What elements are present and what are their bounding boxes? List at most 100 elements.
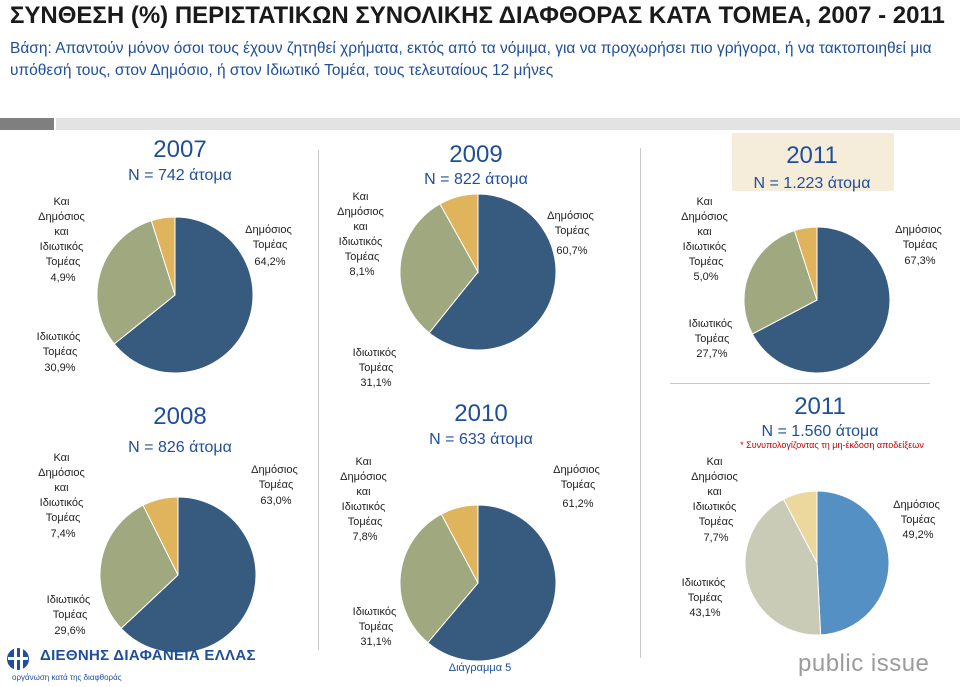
- label-line-1: Και: [53, 196, 70, 208]
- pie-2010: [399, 504, 557, 662]
- label-line-1: Δημόσιος: [245, 224, 292, 236]
- chart-2011-receipts: 2011 N = 1.560 άτομα * Συνυπολογίζοντας …: [682, 393, 943, 636]
- label-line-1: Ιδιωτικός: [682, 577, 726, 589]
- slice-both: [150, 216, 176, 296]
- chart-2007-label-both: Και Δημόσιος και Ιδιωτικός Τομέας: [38, 196, 88, 268]
- pie-2011-receipts: [744, 490, 890, 636]
- chart-2011-subtitle: N = 1.223 άτομα: [754, 175, 871, 192]
- label-line-2: Δημόσιος: [38, 211, 85, 223]
- slice-both: [439, 193, 479, 274]
- label-line-2: Τομέας: [688, 592, 723, 604]
- label-line-5: Τομέας: [689, 256, 724, 268]
- label-line-1: Δημόσιος: [553, 464, 600, 476]
- chart-2011b-label-both: Και Δημόσιος και Ιδιωτικός Τομέας: [691, 456, 741, 528]
- label-line-2: Τομέας: [555, 225, 590, 237]
- chart-2011-value-both: 5,0%: [693, 271, 718, 283]
- label-line-2: Δημόσιος: [691, 471, 738, 483]
- label-line-3: και: [353, 221, 368, 233]
- divider-horizontal: [670, 383, 930, 384]
- label-line-3: και: [707, 486, 722, 498]
- label-line-5: Τομέας: [46, 512, 81, 524]
- chart-2008-subtitle: N = 826 άτομα: [128, 439, 232, 456]
- chart-2009-label-both: Και Δημόσιος και Ιδιωτικός Τομέας: [337, 191, 387, 263]
- slice-public: [113, 216, 254, 374]
- label-line-3: και: [54, 226, 69, 238]
- chart-2009-value-private: 31,1%: [360, 377, 391, 389]
- chart-2011b-label-public: Δημόσιος Τομέας: [893, 499, 943, 526]
- pie-2011: [743, 226, 891, 374]
- slice-public: [428, 193, 557, 351]
- label-line-1: Δημόσιος: [893, 499, 940, 511]
- label-line-5: Τομέας: [699, 516, 734, 528]
- label-line-2: Τομέας: [253, 239, 288, 251]
- chart-2008-label-public: Δημόσιος Τομέας: [251, 464, 301, 491]
- slice-private: [744, 498, 822, 636]
- pie-2007: [96, 216, 254, 374]
- chart-2011b-label-private: Ιδιωτικός Τομέας: [682, 577, 729, 604]
- chart-2009: 2009 N = 822 άτομα Δημόσιος Τομέας 60,7%…: [337, 141, 594, 389]
- chart-2011b-value-both: 7,7%: [703, 532, 728, 544]
- label-line-4: Ιδιωτικός: [342, 501, 386, 513]
- decor-bar-light: [56, 118, 960, 130]
- chart-2010-value-private: 31,1%: [360, 636, 391, 648]
- chart-2008-value-public: 63,0%: [260, 495, 291, 507]
- pie-2008: [99, 496, 257, 654]
- year-2011-box: [732, 133, 894, 191]
- chart-2008-label-both: Και Δημόσιος και Ιδιωτικός Τομέας: [38, 452, 88, 524]
- chart-2008: 2008 N = 826 άτομα Δημόσιος Τομέας 63,0%…: [38, 403, 301, 654]
- label-line-1: Δημόσιος: [895, 224, 942, 236]
- label-line-1: Δημόσιος: [547, 210, 594, 222]
- page-title: ΣΥΝΘΕΣΗ (%) ΠΕΡΙΣΤΑΤΙΚΩΝ ΣΥΝΟΛΙΚΗΣ ΔΙΑΦΘ…: [10, 2, 945, 29]
- slice-both: [782, 490, 818, 564]
- chart-2010-label-private: Ιδιωτικός Τομέας: [353, 606, 400, 633]
- chart-2011b-subtitle: N = 1.560 άτομα: [762, 423, 879, 440]
- label-line-2: Τομέας: [903, 239, 938, 251]
- slice-private: [399, 203, 479, 334]
- label-line-4: Ιδιωτικός: [40, 497, 84, 509]
- label-line-3: και: [356, 486, 371, 498]
- chart-2010-label-both: Και Δημόσιος και Ιδιωτικός Τομέας: [340, 456, 390, 528]
- basis-subtitle: Βάση: Απαντούν μόνον όσοι τους έχουν ζητ…: [10, 40, 932, 79]
- chart-2010-value-public: 61,2%: [562, 498, 593, 510]
- org-name: ΔΙΕΘΝΗΣ ΔΙΑΦΑΝΕΙΑ ΕΛΛΑΣ: [40, 647, 256, 664]
- label-line-1: Ιδιωτικός: [353, 347, 397, 359]
- chart-2008-label-private: Ιδιωτικός Τομέας: [47, 594, 94, 621]
- chart-2011b-value-private: 43,1%: [689, 607, 720, 619]
- label-line-1: Ιδιωτικός: [353, 606, 397, 618]
- chart-2007-subtitle: N = 742 άτομα: [128, 167, 232, 184]
- chart-2010-subtitle: N = 633 άτομα: [429, 431, 533, 448]
- label-line-2: Τομέας: [259, 479, 294, 491]
- diagram-label: Διάγραμμα 5: [448, 662, 512, 674]
- label-line-4: Ιδιωτικός: [693, 501, 737, 513]
- chart-2011: 2011 N = 1.223 άτομα Δημόσιος Τομέας 67,…: [681, 142, 942, 374]
- label-line-2: Τομέας: [359, 362, 394, 374]
- pie-2009: [399, 193, 557, 351]
- chart-2010: 2010 N = 633 άτομα Δημόσιος Τομέας 61,2%…: [340, 400, 603, 662]
- label-line-1: Δημόσιος: [251, 464, 298, 476]
- label-line-1: Ιδιωτικός: [689, 318, 733, 330]
- chart-2011b-note: * Συνυπολογίζοντας τη μη-έκδοση αποδείξε…: [740, 440, 924, 450]
- chart-2009-subtitle: N = 822 άτομα: [424, 171, 528, 188]
- chart-2010-label-public: Δημόσιος Τομέας: [553, 464, 603, 491]
- label-line-2: Δημόσιος: [38, 467, 85, 479]
- label-line-1: Ιδιωτικός: [47, 594, 91, 606]
- chart-2007-value-both: 4,9%: [50, 272, 75, 284]
- chart-2007-value-private: 30,9%: [44, 362, 75, 374]
- label-line-1: Και: [706, 456, 723, 468]
- label-line-1: Ιδιωτικός: [37, 331, 81, 343]
- slice-both: [142, 496, 179, 576]
- slice-both: [793, 226, 818, 301]
- slice-public: [816, 490, 890, 636]
- label-line-2: Τομέας: [53, 609, 88, 621]
- slice-public: [751, 226, 891, 374]
- divider-vertical-2: [640, 148, 641, 658]
- label-line-1: Και: [355, 456, 372, 468]
- chart-2008-value-private: 29,6%: [54, 625, 85, 637]
- chart-2009-title: 2009: [449, 141, 502, 168]
- slice-private: [399, 513, 479, 644]
- slice-public: [120, 496, 257, 654]
- chart-2011-label-both: Και Δημόσιος και Ιδιωτικός Τομέας: [681, 196, 731, 268]
- chart-2010-value-both: 7,8%: [352, 531, 377, 543]
- label-line-4: Ιδιωτικός: [40, 241, 84, 253]
- divider-vertical-1: [318, 150, 319, 650]
